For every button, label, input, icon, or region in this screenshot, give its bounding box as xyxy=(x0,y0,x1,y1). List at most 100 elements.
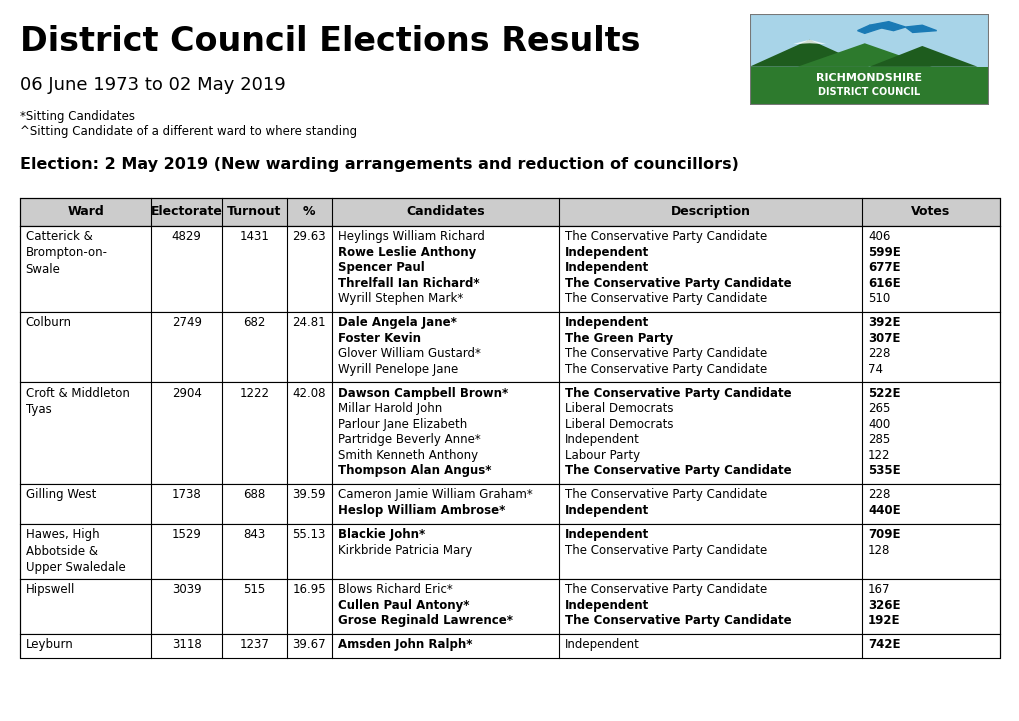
Text: Dawson Campbell Brown*: Dawson Campbell Brown* xyxy=(337,386,507,400)
Text: Liberal Democrats: Liberal Democrats xyxy=(565,402,673,415)
Text: 1222: 1222 xyxy=(239,386,269,400)
Polygon shape xyxy=(869,46,976,66)
Text: Labour Party: Labour Party xyxy=(565,448,640,462)
Polygon shape xyxy=(749,40,869,66)
Bar xyxy=(20,579,999,634)
Text: 1529: 1529 xyxy=(171,528,202,541)
Bar xyxy=(749,14,988,66)
Bar xyxy=(20,634,999,658)
Text: ^Sitting Candidate of a different ward to where standing: ^Sitting Candidate of a different ward t… xyxy=(20,125,358,138)
Text: 2749: 2749 xyxy=(171,316,202,329)
Text: Glover William Gustard*: Glover William Gustard* xyxy=(337,348,480,360)
Text: 307E: 307E xyxy=(867,332,900,345)
Text: 709E: 709E xyxy=(867,528,900,541)
Text: 1431: 1431 xyxy=(239,230,269,243)
Bar xyxy=(20,485,999,523)
Text: 16.95: 16.95 xyxy=(292,583,325,596)
Text: 522E: 522E xyxy=(867,386,900,400)
Text: The Conservative Party Candidate: The Conservative Party Candidate xyxy=(565,544,766,557)
Text: 228: 228 xyxy=(867,348,890,360)
Text: The Green Party: The Green Party xyxy=(565,332,673,345)
Text: Rowe Leslie Anthony: Rowe Leslie Anthony xyxy=(337,245,476,259)
Bar xyxy=(20,226,999,311)
Polygon shape xyxy=(792,40,825,44)
Text: Leyburn: Leyburn xyxy=(25,639,73,652)
Text: The Conservative Party Candidate: The Conservative Party Candidate xyxy=(565,363,766,376)
Text: 742E: 742E xyxy=(867,639,900,652)
Text: Heslop William Ambrose*: Heslop William Ambrose* xyxy=(337,504,504,517)
Text: 29.63: 29.63 xyxy=(292,230,325,243)
Text: Dale Angela Jane*: Dale Angela Jane* xyxy=(337,316,457,329)
Text: Independent: Independent xyxy=(565,245,649,259)
Bar xyxy=(20,523,999,579)
Text: District Council Elections Results: District Council Elections Results xyxy=(20,25,640,58)
Text: 192E: 192E xyxy=(867,614,900,627)
Text: 3118: 3118 xyxy=(171,639,202,652)
Text: 128: 128 xyxy=(867,544,890,557)
Text: The Conservative Party Candidate: The Conservative Party Candidate xyxy=(565,292,766,305)
Text: Independent: Independent xyxy=(565,433,639,446)
Text: Smith Kenneth Anthony: Smith Kenneth Anthony xyxy=(337,448,477,462)
Text: Partridge Beverly Anne*: Partridge Beverly Anne* xyxy=(337,433,480,446)
Text: Kirkbride Patricia Mary: Kirkbride Patricia Mary xyxy=(337,544,472,557)
Text: 3039: 3039 xyxy=(171,583,202,596)
Text: Amsden John Ralph*: Amsden John Ralph* xyxy=(337,639,472,652)
Text: The Conservative Party Candidate: The Conservative Party Candidate xyxy=(565,348,766,360)
Text: Independent: Independent xyxy=(565,598,649,612)
Text: The Conservative Party Candidate: The Conservative Party Candidate xyxy=(565,230,766,243)
Text: 326E: 326E xyxy=(867,598,900,612)
Text: *Sitting Candidates: *Sitting Candidates xyxy=(20,110,136,123)
Text: Independent: Independent xyxy=(565,528,649,541)
Text: 42.08: 42.08 xyxy=(292,386,325,400)
Text: 167: 167 xyxy=(867,583,890,596)
Text: Turnout: Turnout xyxy=(227,205,281,218)
Text: Blows Richard Eric*: Blows Richard Eric* xyxy=(337,583,452,596)
Text: 4829: 4829 xyxy=(171,230,202,243)
Polygon shape xyxy=(857,25,880,33)
Text: Wyrill Penelope Jane: Wyrill Penelope Jane xyxy=(337,363,458,376)
Text: 677E: 677E xyxy=(867,261,900,274)
Text: Colburn: Colburn xyxy=(25,316,71,329)
Text: 122: 122 xyxy=(867,448,890,462)
Text: Threlfall Ian Richard*: Threlfall Ian Richard* xyxy=(337,277,479,290)
Text: DISTRICT COUNCIL: DISTRICT COUNCIL xyxy=(817,87,920,97)
Polygon shape xyxy=(869,22,905,30)
Text: Catterick &
Brompton-on-
Swale: Catterick & Brompton-on- Swale xyxy=(25,230,107,276)
Text: Votes: Votes xyxy=(910,205,950,218)
Text: 06 June 1973 to 02 May 2019: 06 June 1973 to 02 May 2019 xyxy=(20,76,286,94)
Text: The Conservative Party Candidate: The Conservative Party Candidate xyxy=(565,386,791,400)
Text: The Conservative Party Candidate: The Conservative Party Candidate xyxy=(565,464,791,477)
Text: Independent: Independent xyxy=(565,261,649,274)
Text: 599E: 599E xyxy=(867,245,900,259)
Text: 843: 843 xyxy=(244,528,265,541)
Text: Foster Kevin: Foster Kevin xyxy=(337,332,420,345)
Text: RICHMONDSHIRE: RICHMONDSHIRE xyxy=(815,73,922,82)
Text: 616E: 616E xyxy=(867,277,900,290)
Text: 682: 682 xyxy=(244,316,265,329)
Text: 392E: 392E xyxy=(867,316,900,329)
Text: Millar Harold John: Millar Harold John xyxy=(337,402,441,415)
Text: Grose Reginald Lawrence*: Grose Reginald Lawrence* xyxy=(337,614,513,627)
Text: Hipswell: Hipswell xyxy=(25,583,74,596)
Text: Independent: Independent xyxy=(565,504,649,517)
Text: 1237: 1237 xyxy=(239,639,269,652)
Text: Description: Description xyxy=(669,205,750,218)
Polygon shape xyxy=(905,25,935,32)
Text: 535E: 535E xyxy=(867,464,900,477)
Bar xyxy=(749,66,988,105)
Text: 39.67: 39.67 xyxy=(292,639,325,652)
Text: Election: 2 May 2019 (New warding arrangements and reduction of councillors): Election: 2 May 2019 (New warding arrang… xyxy=(20,157,739,172)
Text: Blackie John*: Blackie John* xyxy=(337,528,425,541)
Text: The Conservative Party Candidate: The Conservative Party Candidate xyxy=(565,614,791,627)
Text: 400: 400 xyxy=(867,417,890,431)
Text: 265: 265 xyxy=(867,402,890,415)
Text: 1738: 1738 xyxy=(171,489,202,502)
Text: Electorate: Electorate xyxy=(151,205,222,218)
Text: 515: 515 xyxy=(244,583,265,596)
Text: Cullen Paul Antony*: Cullen Paul Antony* xyxy=(337,598,469,612)
Text: Croft & Middleton
Tyas: Croft & Middleton Tyas xyxy=(25,386,129,416)
Text: 24.81: 24.81 xyxy=(292,316,325,329)
Text: Thompson Alan Angus*: Thompson Alan Angus* xyxy=(337,464,490,477)
Text: 510: 510 xyxy=(867,292,890,305)
Text: Gilling West: Gilling West xyxy=(25,489,96,502)
